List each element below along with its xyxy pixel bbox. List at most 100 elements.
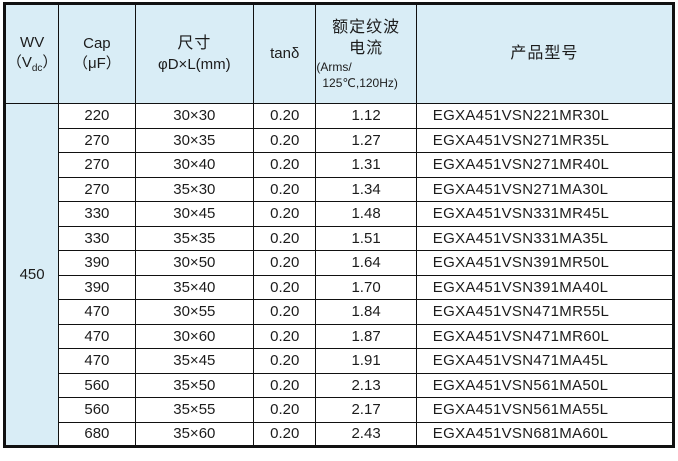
ripple-header-unit-line2: 125℃,120Hz) bbox=[322, 75, 398, 90]
cap-cell: 470 bbox=[58, 348, 136, 374]
cap-header-unit: （μF） bbox=[72, 55, 121, 72]
size-cell: 30×30 bbox=[134, 103, 255, 129]
wv-value-cell: 450 bbox=[3, 103, 60, 447]
col-header-ripple: 额定纹波 电流 (Arms/ 125℃,120Hz) bbox=[315, 3, 417, 104]
table-row: 450 220 30×30 0.20 1.12 EGXA451VSN221MR3… bbox=[3, 103, 675, 447]
table-row: 390 35×40 0.20 1.70 EGXA451VSN391MA40L bbox=[5, 274, 675, 300]
model-cell: EGXA451VSN561MA55L bbox=[415, 397, 675, 423]
col-header-size: 尺寸 φD×L(mm) bbox=[134, 3, 255, 104]
size-cell: 30×45 bbox=[134, 201, 255, 227]
ripple-cell: 1.91 bbox=[315, 348, 417, 374]
tand-cell: 0.20 bbox=[253, 372, 317, 398]
model-cell: EGXA451VSN561MA50L bbox=[415, 372, 675, 398]
cap-cell: 270 bbox=[58, 176, 136, 202]
ripple-cell: 1.31 bbox=[315, 152, 417, 178]
tand-cell: 0.20 bbox=[253, 299, 317, 325]
size-cell: 30×60 bbox=[134, 323, 255, 349]
table-row: 330 35×35 0.20 1.51 EGXA451VSN331MA35L bbox=[5, 225, 675, 251]
ripple-cell: 1.87 bbox=[315, 323, 417, 349]
wv-unit-subscript: dc bbox=[31, 62, 43, 74]
size-cell: 30×55 bbox=[134, 299, 255, 325]
model-cell: EGXA451VSN681MA60L bbox=[415, 421, 675, 447]
wv-header-unit: （Vdc） bbox=[6, 53, 58, 76]
cap-cell: 560 bbox=[58, 372, 136, 398]
size-cell: 35×40 bbox=[134, 274, 255, 300]
size-cell: 35×45 bbox=[134, 348, 255, 374]
tand-cell: 0.20 bbox=[253, 152, 317, 178]
table-row: 270 35×30 0.20 1.34 EGXA451VSN271MA30L bbox=[5, 176, 675, 202]
tand-cell: 0.20 bbox=[253, 397, 317, 423]
model-cell: EGXA451VSN471MR55L bbox=[415, 299, 675, 325]
cap-cell: 330 bbox=[58, 225, 136, 251]
capacitor-spec-table: WV （Vdc） Cap （μF） 尺寸 φD×L(mm) tanδ 额定纹波 … bbox=[3, 2, 675, 448]
ripple-cell: 1.84 bbox=[315, 299, 417, 325]
ripple-cell: 1.12 bbox=[315, 103, 417, 129]
size-cell: 30×50 bbox=[134, 250, 255, 276]
header-row: WV （Vdc） Cap （μF） 尺寸 φD×L(mm) tanδ 额定纹波 … bbox=[3, 3, 675, 104]
size-cell: 30×40 bbox=[134, 152, 255, 178]
size-cell: 35×55 bbox=[134, 397, 255, 423]
wv-unit-close: ） bbox=[42, 53, 58, 71]
cap-cell: 680 bbox=[58, 421, 136, 447]
table-row: 680 35×60 0.20 2.43 EGXA451VSN681MA60L bbox=[5, 421, 675, 447]
ripple-cell: 2.43 bbox=[315, 421, 417, 447]
model-cell: EGXA451VSN331MA35L bbox=[415, 225, 675, 251]
ripple-cell: 1.70 bbox=[315, 274, 417, 300]
size-cell: 35×60 bbox=[134, 421, 255, 447]
ripple-cell: 1.51 bbox=[315, 225, 417, 251]
ripple-cell: 1.34 bbox=[315, 176, 417, 202]
cap-cell: 470 bbox=[58, 323, 136, 349]
model-header-label: 产品型号 bbox=[510, 45, 579, 63]
table-row: 270 30×40 0.20 1.31 EGXA451VSN271MR40L bbox=[5, 152, 675, 178]
model-cell: EGXA451VSN391MR50L bbox=[415, 250, 675, 276]
table-row: 470 35×45 0.20 1.91 EGXA451VSN471MA45L bbox=[5, 348, 675, 374]
ripple-cell: 1.64 bbox=[315, 250, 417, 276]
tand-cell: 0.20 bbox=[253, 323, 317, 349]
model-cell: EGXA451VSN331MR45L bbox=[415, 201, 675, 227]
model-cell: EGXA451VSN471MA45L bbox=[415, 348, 675, 374]
wv-unit-open: （V bbox=[6, 53, 32, 71]
size-cell: 30×35 bbox=[134, 127, 255, 153]
cap-cell: 270 bbox=[58, 152, 136, 178]
cap-cell: 470 bbox=[58, 299, 136, 325]
tand-cell: 0.20 bbox=[253, 274, 317, 300]
cap-cell: 560 bbox=[58, 397, 136, 423]
tand-cell: 0.20 bbox=[253, 225, 317, 251]
tand-cell: 0.20 bbox=[253, 348, 317, 374]
ripple-cell: 1.48 bbox=[315, 201, 417, 227]
model-cell: EGXA451VSN271MR40L bbox=[415, 152, 675, 178]
ripple-header-line1: 额定纹波 bbox=[332, 18, 401, 36]
tand-cell: 0.20 bbox=[253, 250, 317, 276]
table-row: 470 30×60 0.20 1.87 EGXA451VSN471MR60L bbox=[5, 323, 675, 349]
tand-cell: 0.20 bbox=[253, 201, 317, 227]
ripple-header-line2: 电流 bbox=[349, 40, 384, 58]
model-cell: EGXA451VSN391MA40L bbox=[415, 274, 675, 300]
model-cell: EGXA451VSN471MR60L bbox=[415, 323, 675, 349]
col-header-cap: Cap （μF） bbox=[58, 3, 136, 104]
tand-cell: 0.20 bbox=[253, 103, 317, 129]
ripple-cell: 2.17 bbox=[315, 397, 417, 423]
cap-cell: 390 bbox=[58, 274, 136, 300]
tand-cell: 0.20 bbox=[253, 127, 317, 153]
model-cell: EGXA451VSN271MA30L bbox=[415, 176, 675, 202]
table-row: 560 35×55 0.20 2.17 EGXA451VSN561MA55L bbox=[5, 397, 675, 423]
ripple-header-unit-line1: (Arms/ bbox=[316, 60, 352, 74]
model-cell: EGXA451VSN221MR30L bbox=[415, 103, 675, 129]
col-header-model: 产品型号 bbox=[415, 3, 675, 104]
cap-cell: 390 bbox=[58, 250, 136, 276]
cap-cell: 330 bbox=[58, 201, 136, 227]
tand-cell: 0.20 bbox=[253, 421, 317, 447]
wv-header-label: WV bbox=[20, 33, 45, 51]
cap-header-label: Cap bbox=[83, 34, 111, 52]
col-header-tand: tanδ bbox=[253, 3, 317, 104]
table-row: 270 30×35 0.20 1.27 EGXA451VSN271MR35L bbox=[5, 127, 675, 153]
table-row: 470 30×55 0.20 1.84 EGXA451VSN471MR55L bbox=[5, 299, 675, 325]
cap-cell: 220 bbox=[58, 103, 136, 129]
tand-header-label: tanδ bbox=[270, 44, 300, 62]
ripple-cell: 1.27 bbox=[315, 127, 417, 153]
size-header-label: 尺寸 bbox=[177, 35, 212, 53]
table-row: 560 35×50 0.20 2.13 EGXA451VSN561MA50L bbox=[5, 372, 675, 398]
col-header-wv: WV （Vdc） bbox=[3, 3, 60, 104]
cap-cell: 270 bbox=[58, 127, 136, 153]
